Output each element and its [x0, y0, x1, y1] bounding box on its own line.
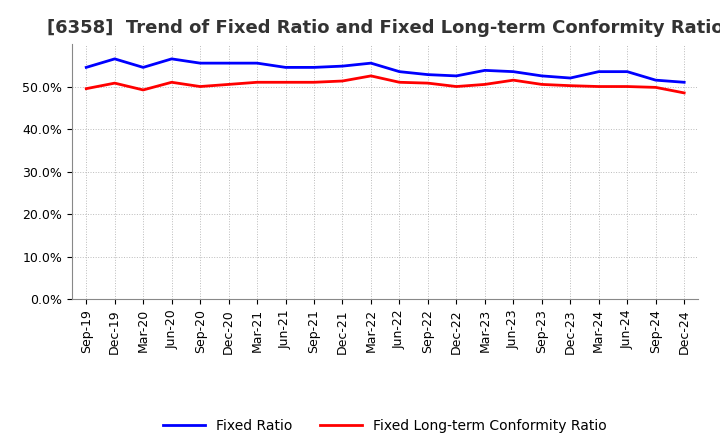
Fixed Long-term Conformity Ratio [82, 86, 91, 92]
Fixed Ratio [167, 56, 176, 62]
Fixed Ratio [196, 60, 204, 66]
Fixed Long-term Conformity Ratio [395, 80, 404, 85]
Fixed Long-term Conformity Ratio [225, 82, 233, 87]
Fixed Long-term Conformity Ratio [680, 90, 688, 95]
Fixed Ratio [480, 68, 489, 73]
Fixed Ratio [623, 69, 631, 74]
Fixed Long-term Conformity Ratio [452, 84, 461, 89]
Fixed Ratio [310, 65, 318, 70]
Fixed Ratio [595, 69, 603, 74]
Fixed Ratio [253, 60, 261, 66]
Fixed Long-term Conformity Ratio [338, 78, 347, 84]
Fixed Ratio [139, 65, 148, 70]
Fixed Long-term Conformity Ratio [423, 81, 432, 86]
Fixed Ratio [509, 69, 518, 74]
Line: Fixed Long-term Conformity Ratio: Fixed Long-term Conformity Ratio [86, 76, 684, 93]
Fixed Long-term Conformity Ratio [509, 77, 518, 83]
Fixed Ratio [452, 73, 461, 78]
Legend: Fixed Ratio, Fixed Long-term Conformity Ratio: Fixed Ratio, Fixed Long-term Conformity … [158, 413, 613, 438]
Fixed Ratio [82, 65, 91, 70]
Fixed Ratio [395, 69, 404, 74]
Fixed Ratio [537, 73, 546, 78]
Fixed Ratio [566, 75, 575, 81]
Fixed Ratio [282, 65, 290, 70]
Fixed Long-term Conformity Ratio [623, 84, 631, 89]
Fixed Long-term Conformity Ratio [110, 81, 119, 86]
Fixed Long-term Conformity Ratio [139, 87, 148, 92]
Fixed Ratio [652, 77, 660, 83]
Fixed Long-term Conformity Ratio [537, 82, 546, 87]
Fixed Ratio [338, 63, 347, 69]
Fixed Long-term Conformity Ratio [480, 82, 489, 87]
Fixed Long-term Conformity Ratio [595, 84, 603, 89]
Fixed Long-term Conformity Ratio [167, 80, 176, 85]
Fixed Ratio [225, 60, 233, 66]
Fixed Long-term Conformity Ratio [196, 84, 204, 89]
Line: Fixed Ratio: Fixed Ratio [86, 59, 684, 82]
Fixed Long-term Conformity Ratio [366, 73, 375, 78]
Fixed Long-term Conformity Ratio [310, 80, 318, 85]
Fixed Ratio [423, 72, 432, 77]
Fixed Ratio [680, 80, 688, 85]
Fixed Long-term Conformity Ratio [652, 85, 660, 90]
Fixed Ratio [110, 56, 119, 62]
Fixed Long-term Conformity Ratio [282, 80, 290, 85]
Fixed Long-term Conformity Ratio [253, 80, 261, 85]
Fixed Long-term Conformity Ratio [566, 83, 575, 88]
Fixed Ratio [366, 60, 375, 66]
Title: [6358]  Trend of Fixed Ratio and Fixed Long-term Conformity Ratio: [6358] Trend of Fixed Ratio and Fixed Lo… [47, 19, 720, 37]
